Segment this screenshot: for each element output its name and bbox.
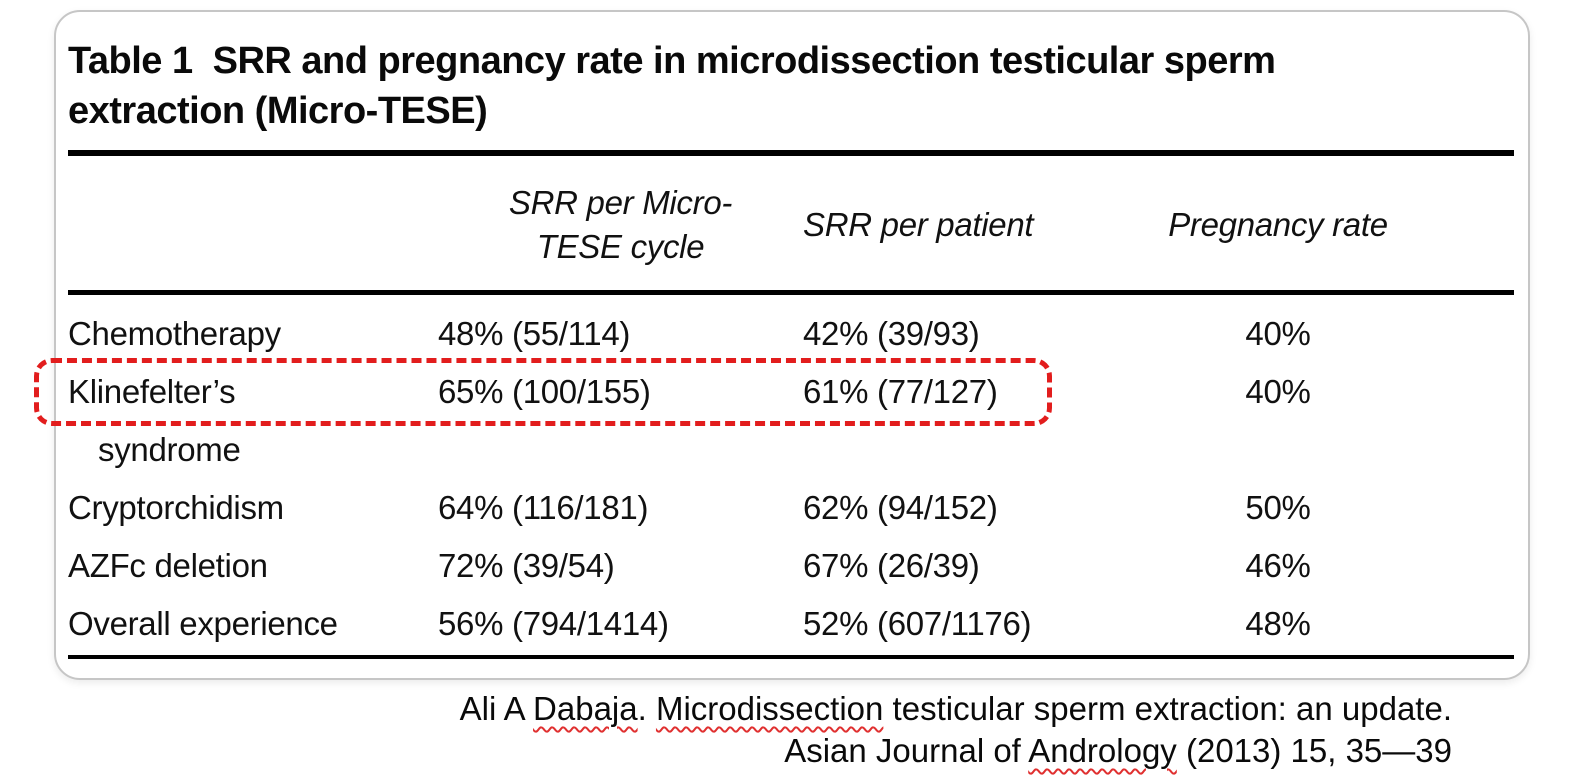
cell-srr-patient: 67% (26/39)	[803, 547, 980, 585]
row-label: Klinefelter’s	[68, 373, 236, 411]
table-row-azfc-deletion: AZFc deletion 72% (39/54) 67% (26/39) 46…	[68, 537, 1514, 595]
cell-srr-cycle: 64% (116/181)	[438, 489, 649, 527]
table-title-line-1: Table 1 SRR and pregnancy rate in microdi…	[68, 36, 1514, 86]
table-row-klinefelters-continuation: syndrome	[68, 421, 1514, 479]
cell-srr-cycle: 72% (39/54)	[438, 547, 615, 585]
table-rule-top	[68, 150, 1514, 157]
citation-text: testicular sperm extraction: an update.	[883, 690, 1452, 727]
cell-pregnancy-rate: 50%	[1245, 489, 1311, 527]
row-label: Cryptorchidism	[68, 489, 284, 527]
table-figure: Table 1 SRR and pregnancy rate in microdi…	[54, 10, 1530, 680]
citation: Ali A Dabaja. Microdissection testicular…	[460, 688, 1452, 772]
table-title: Table 1 SRR and pregnancy rate in microdi…	[68, 36, 1514, 136]
table-title-text: SRR and pregnancy rate in microdissectio…	[212, 40, 1276, 82]
cell-srr-patient: 62% (94/152)	[803, 489, 998, 527]
row-label: AZFc deletion	[68, 547, 268, 585]
table-header-row: SRR per Micro- TESE cycle SRR per patien…	[68, 160, 1514, 290]
table-title-line-2: extraction (Micro-TESE)	[68, 90, 488, 133]
table-body: Chemotherapy 48% (55/114) 42% (39/93) 40…	[68, 305, 1514, 653]
column-header-srr-per-cycle: SRR per Micro- TESE cycle	[508, 183, 733, 266]
table-rule-bottom	[68, 655, 1514, 660]
cell-pregnancy-rate: 40%	[1245, 373, 1311, 411]
column-header-srr-per-patient: SRR per patient	[803, 206, 1034, 244]
citation-text-spellcheck: Microdissection	[655, 690, 884, 727]
citation-line-2: Asian Journal of Andrology (2013) 15, 35…	[460, 730, 1452, 772]
cell-srr-cycle: 48% (55/114)	[438, 315, 631, 353]
cell-srr-cycle: 56% (794/1414)	[438, 605, 669, 643]
citation-text: Asian Journal of	[784, 732, 1029, 770]
citation-text: (2013) 15, 35—39	[1176, 732, 1452, 770]
cell-srr-cycle: 65% (100/155)	[438, 373, 651, 411]
citation-line-1: Ali A Dabaja. Microdissection testicular…	[460, 688, 1452, 730]
cell-pregnancy-rate: 40%	[1245, 315, 1311, 353]
row-label: Chemotherapy	[68, 315, 281, 353]
column-header-pregnancy-rate: Pregnancy rate	[1168, 206, 1388, 244]
cell-srr-patient: 61% (77/127)	[803, 373, 998, 411]
citation-text-spellcheck: Andrology	[1028, 732, 1177, 770]
row-label-continuation: syndrome	[98, 431, 241, 469]
cell-srr-patient: 52% (607/1176)	[803, 605, 1032, 643]
citation-text: Ali A	[459, 690, 534, 727]
cell-pregnancy-rate: 48%	[1245, 605, 1311, 643]
citation-text-spellcheck: Dabaja	[533, 690, 638, 727]
cell-pregnancy-rate: 46%	[1245, 547, 1311, 585]
table-number: Table 1	[68, 40, 193, 82]
table-row-cryptorchidism: Cryptorchidism 64% (116/181) 62% (94/152…	[68, 479, 1514, 537]
citation-text: .	[637, 690, 656, 727]
table-row-overall-experience: Overall experience 56% (794/1414) 52% (6…	[68, 595, 1514, 653]
table-row-klinefelters: Klinefelter’s 65% (100/155) 61% (77/127)…	[68, 363, 1514, 421]
table-rule-header	[68, 290, 1514, 296]
cell-srr-patient: 42% (39/93)	[803, 315, 980, 353]
row-label: Overall experience	[68, 605, 338, 643]
table-row-chemotherapy: Chemotherapy 48% (55/114) 42% (39/93) 40…	[68, 305, 1514, 363]
